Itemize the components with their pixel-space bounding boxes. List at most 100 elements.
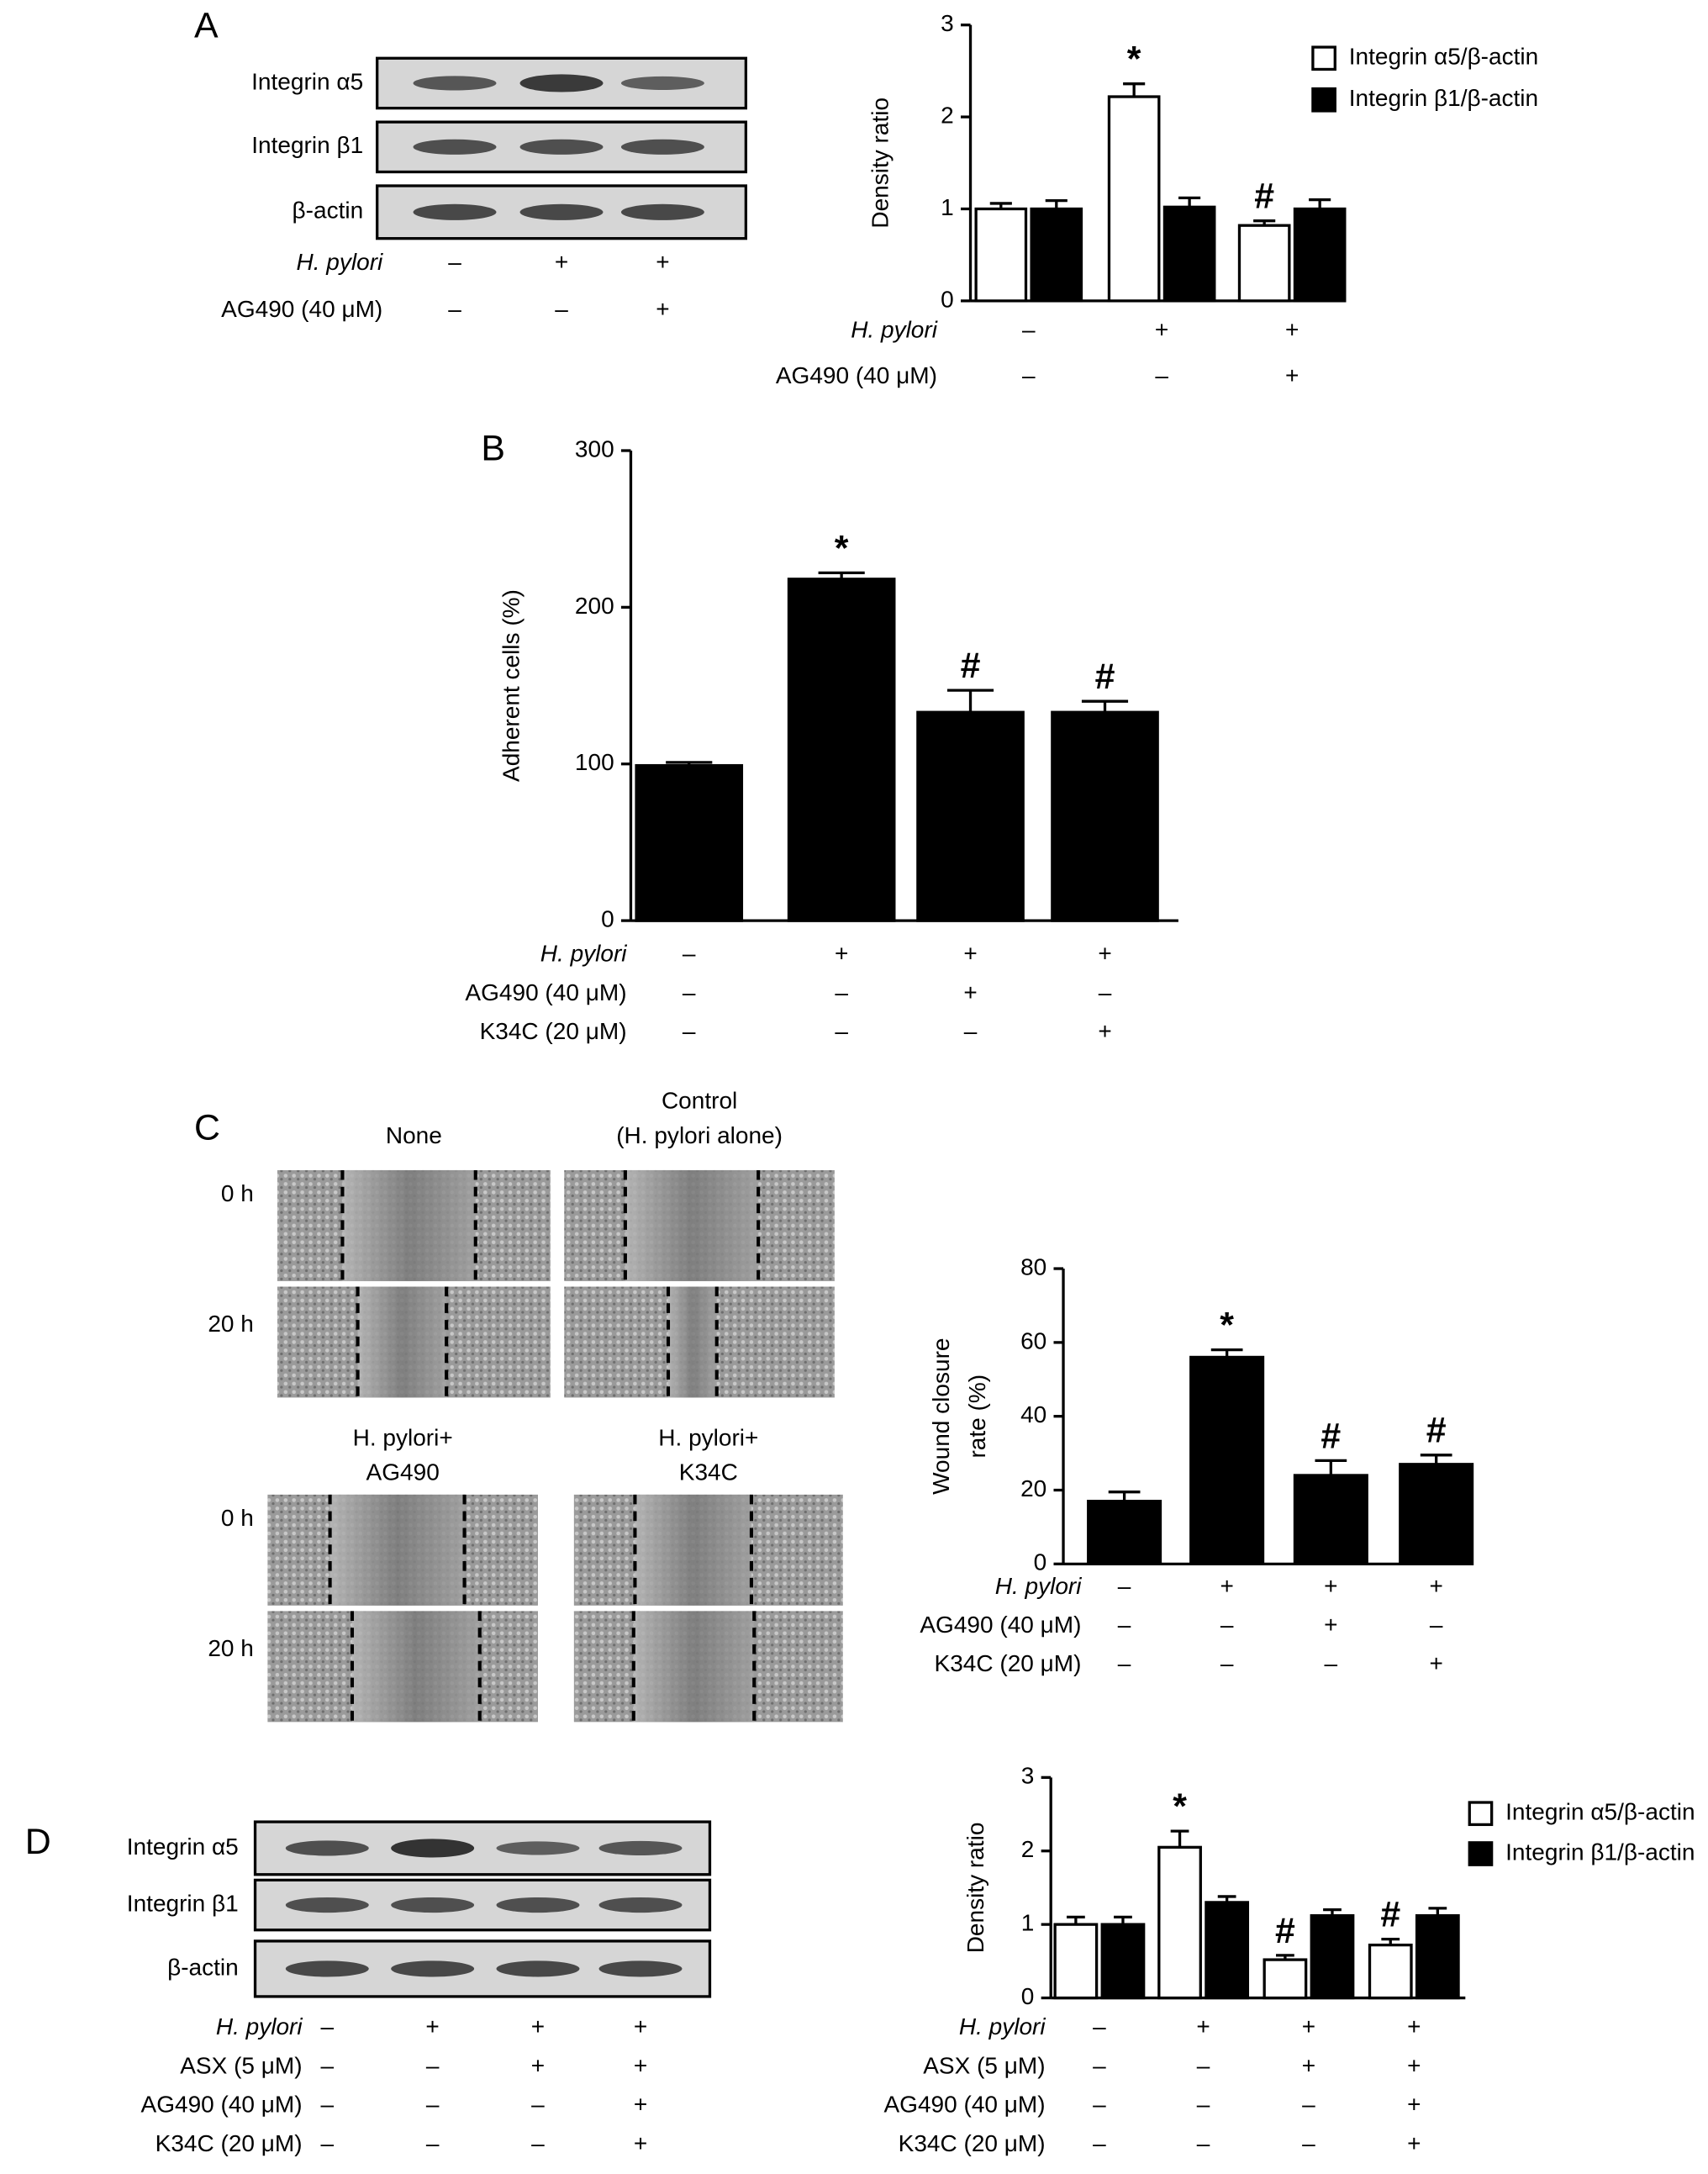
condition-sign: –: [1197, 2052, 1210, 2078]
y-axis-label: Adherent cells (%): [498, 589, 525, 782]
wound-gap: [351, 1611, 480, 1723]
time-label: 20 h: [208, 1311, 254, 1337]
condition-sign: +: [634, 2092, 647, 2118]
condition-sign: –: [1430, 1612, 1443, 1638]
legend-swatch: [1468, 1801, 1494, 1827]
condition-sign: –: [531, 2092, 545, 2118]
condition-sign: +: [1324, 1612, 1337, 1638]
blot-band: [620, 203, 704, 220]
condition-label: AG490 (40 μM): [776, 362, 937, 388]
bar: [974, 207, 1028, 303]
y-tick-label: 20: [1020, 1475, 1046, 1501]
y-tick-label: 200: [575, 593, 614, 619]
blot-row-label: Integrin β1: [127, 1890, 239, 1916]
condition-label: H. pylori: [851, 317, 938, 343]
condition-sign: +: [1220, 1573, 1233, 1599]
y-tick-label: 3: [1021, 1763, 1035, 1789]
condition-label: AG490 (40 μM): [884, 2092, 1046, 2118]
blot-band: [620, 139, 704, 155]
condition-sign: –: [1302, 2130, 1315, 2156]
legend-label: Integrin β1/β-actin: [1349, 85, 1538, 111]
significance-mark: #: [1275, 1911, 1295, 1951]
legend-swatch: [1311, 45, 1336, 71]
bar: [1263, 1958, 1308, 2000]
bar: [635, 763, 744, 922]
blot-band: [496, 1841, 580, 1855]
y-tick-label: 2: [941, 102, 954, 128]
wound-gap: [342, 1169, 476, 1281]
condition-sign: –: [1093, 2092, 1106, 2118]
significance-mark: *: [1220, 1306, 1234, 1346]
condition-sign: –: [964, 1018, 978, 1044]
wound-heading: H. pylori+: [353, 1424, 453, 1450]
condition-sign: –: [683, 941, 696, 967]
condition-sign: +: [1155, 317, 1168, 343]
y-tick-label: 60: [1020, 1327, 1046, 1353]
significance-mark: #: [1321, 1416, 1341, 1456]
legend-swatch: [1468, 1841, 1494, 1866]
bar: [1162, 205, 1216, 303]
condition-sign: +: [1407, 2052, 1421, 2078]
condition-label: ASX (5 μM): [923, 2052, 1045, 2078]
condition-sign: +: [1285, 317, 1299, 343]
blot-row-label: β-actin: [167, 1954, 239, 1980]
condition-sign: –: [1093, 2130, 1106, 2156]
blot-row-label: β-actin: [293, 198, 364, 224]
wound-gap: [668, 1286, 717, 1398]
blot-band: [413, 203, 497, 220]
panel-label: B: [481, 428, 505, 468]
time-label: 20 h: [208, 1635, 254, 1661]
condition-sign: –: [320, 2092, 334, 2118]
y-axis-label: Wound closure: [928, 1338, 954, 1495]
wound-heading: H. pylori+: [658, 1424, 758, 1450]
bar: [1415, 1913, 1460, 2000]
condition-sign: –: [448, 249, 461, 275]
condition-sign: +: [1196, 2013, 1210, 2039]
significance-mark: *: [1173, 1786, 1187, 1827]
bar: [1310, 1913, 1355, 2000]
condition-sign: –: [1325, 1650, 1338, 1676]
condition-sign: +: [963, 979, 977, 1005]
condition-label: ASX (5 μM): [180, 2052, 302, 2078]
condition-label: K34C (20 μM): [899, 2130, 1046, 2156]
condition-label: K34C (20 μM): [480, 1018, 627, 1044]
time-label: 0 h: [221, 1180, 254, 1206]
time-label: 0 h: [221, 1505, 254, 1531]
blot-band: [285, 1840, 369, 1856]
wound-heading: AG490: [366, 1459, 440, 1485]
bar: [1189, 1355, 1265, 1565]
condition-sign: –: [1093, 2013, 1106, 2039]
significance-mark: #: [1380, 1895, 1400, 1935]
bar: [1053, 1923, 1099, 2000]
condition-label: H. pylori: [995, 1573, 1083, 1599]
y-tick-label: 0: [1021, 1983, 1035, 2009]
condition-sign: +: [1302, 2013, 1315, 2039]
y-tick-label: 0: [601, 905, 614, 931]
y-tick-label: 3: [941, 10, 954, 36]
condition-sign: +: [425, 2013, 439, 2039]
blot-row-label: Integrin α5: [127, 1834, 239, 1860]
bar: [1399, 1463, 1474, 1565]
blot-band: [413, 76, 497, 91]
condition-sign: –: [1220, 1650, 1234, 1676]
wound-heading: (H. pylori alone): [616, 1122, 783, 1148]
condition-sign: –: [835, 1018, 848, 1044]
condition-sign: –: [1118, 1612, 1131, 1638]
blot-band: [413, 139, 497, 155]
condition-sign: –: [426, 2052, 440, 2078]
condition-sign: +: [1285, 362, 1299, 388]
blot-band: [496, 1960, 580, 1977]
bar: [1107, 95, 1161, 303]
condition-sign: +: [1098, 1018, 1111, 1044]
condition-sign: –: [426, 2130, 440, 2156]
y-tick-label: 40: [1020, 1401, 1046, 1427]
condition-label: H. pylori: [959, 2013, 1046, 2039]
blot-band: [285, 1897, 369, 1913]
condition-label: AG490 (40 μM): [465, 979, 626, 1005]
blot-band: [620, 76, 704, 91]
blot-row-label: Integrin β1: [251, 132, 363, 158]
blot-band: [598, 1840, 683, 1856]
condition-label: AG490 (40 μM): [920, 1612, 1081, 1638]
condition-sign: –: [683, 1018, 696, 1044]
